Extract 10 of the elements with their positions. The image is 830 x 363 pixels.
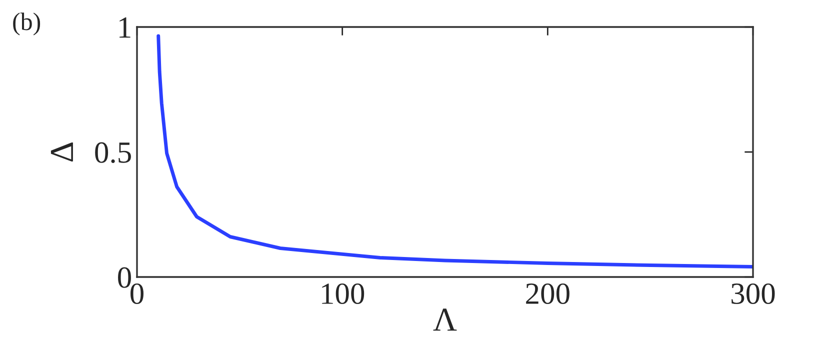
y-tick-label: 1 [120, 17, 130, 38]
x-tick-label: 300 [732, 283, 775, 304]
y-tick-label: 0 [118, 267, 131, 288]
line-series [156, 34, 753, 268]
y-tick-label: 0.5 [95, 142, 131, 164]
text: (b) [13, 12, 40, 36]
x-tick-label: 100 [322, 283, 364, 304]
x-tick-label: 200 [526, 283, 570, 304]
x-axis-title: Λ [433, 308, 457, 331]
y-axis-title: Δ [50, 142, 73, 162]
